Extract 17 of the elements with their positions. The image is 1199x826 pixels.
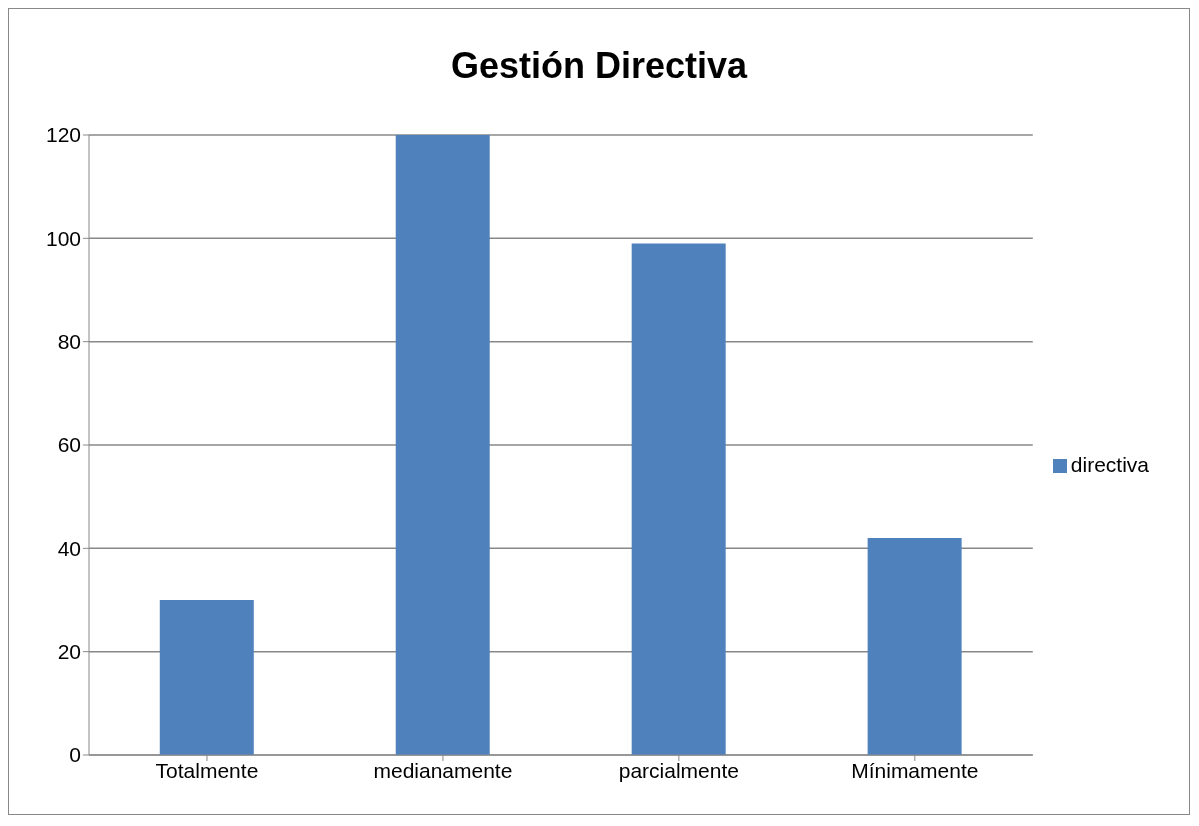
bar [867,538,962,755]
x-tick-label: medianamente [373,758,513,782]
y-tick-label: 40 [57,536,81,560]
x-tick-label: parcialmente [618,758,739,782]
y-tick-label: 80 [57,330,81,354]
y-tick-label: 20 [57,640,81,664]
y-tick-label: 120 [45,123,81,147]
x-tick-label: Totalmente [155,758,259,782]
bar [395,135,490,755]
y-tick-label: 60 [57,433,81,457]
y-tick-label: 100 [45,226,81,250]
bar [159,600,254,755]
x-tick-label: Mínimamente [851,758,979,782]
bar [631,243,726,755]
y-tick-label: 0 [69,743,81,767]
chart-title: Gestión Directiva [449,44,749,88]
legend-label: directiva [1070,453,1149,476]
